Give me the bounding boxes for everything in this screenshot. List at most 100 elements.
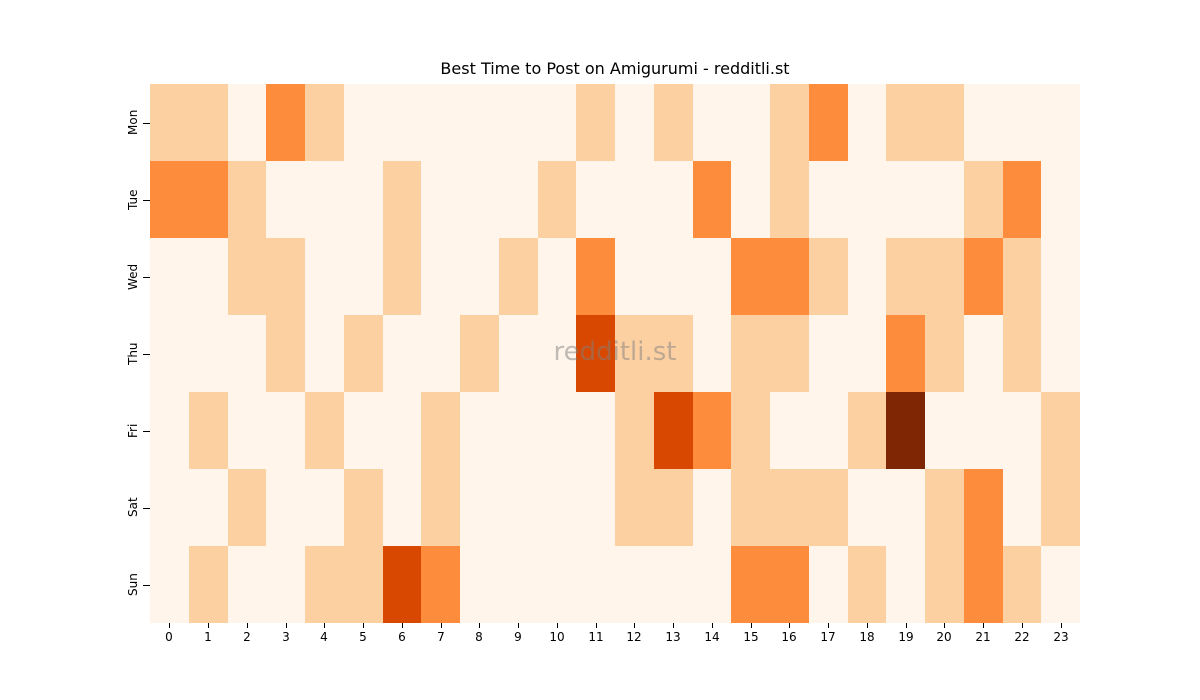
heatmap-cell [653,238,693,315]
heatmap-cell [886,469,925,546]
x-tick-label: 23 [1053,630,1069,644]
heatmap-cell [150,546,189,623]
x-tick-label: 13 [665,630,681,644]
heatmap-cell [498,161,538,238]
heatmap-cell [1002,392,1042,469]
heatmap-cell [382,392,422,469]
heatmap-cell [498,315,538,392]
x-tick-label: 19 [898,630,914,644]
y-tick-label: Sat [126,497,140,517]
heatmap-cell [576,84,615,161]
heatmap-cell [847,315,887,392]
x-tick-label: 1 [204,630,212,644]
heatmap-cell [731,546,770,623]
heatmap-cell [886,546,925,623]
heatmap-cell [576,546,615,623]
heatmap-cell [692,469,732,546]
heatmap-cell [847,469,887,546]
heatmap-cell [150,161,189,238]
heatmap-cell [227,161,267,238]
heatmap-cell [1002,315,1042,392]
heatmap-cell [847,392,887,469]
heatmap-cell [343,392,383,469]
heatmap-cell [576,469,615,546]
x-tick [1061,623,1062,628]
heatmap-cell [537,161,577,238]
heatmap-cell [576,392,615,469]
heatmap-cell [150,469,189,546]
x-tick [673,623,674,628]
heatmap-cell [382,546,422,623]
heatmap-cell [227,469,267,546]
heatmap-cell [1041,84,1080,161]
x-tick-label: 11 [588,630,604,644]
heatmap-cell [150,238,189,315]
heatmap-cell [692,392,732,469]
x-tick-label: 3 [282,630,290,644]
heatmap-cell [886,161,925,238]
y-tick-label: Tue [126,189,140,211]
heatmap-cell [1041,469,1080,546]
heatmap-cell [188,392,228,469]
x-tick [828,623,829,628]
heatmap-cell [537,315,577,392]
heatmap-cell [343,315,383,392]
x-tick [324,623,325,628]
heatmap-cell [925,392,964,469]
heatmap-cell [421,161,460,238]
heatmap-plot-area [150,84,1080,623]
y-tick-label: Thu [126,342,140,365]
heatmap-cell [343,469,383,546]
heatmap-cell [615,546,654,623]
heatmap-cell [460,238,499,315]
heatmap-cell [731,315,770,392]
heatmap-cell [653,84,693,161]
x-tick-label: 12 [626,630,642,644]
heatmap-cell [421,469,460,546]
heatmap-cell [460,469,499,546]
x-tick [983,623,984,628]
y-tick [143,585,150,586]
heatmap-cell [653,469,693,546]
x-tick-label: 22 [1014,630,1030,644]
heatmap-cell [576,315,615,392]
x-tick [751,623,752,628]
heatmap-cell [188,546,228,623]
heatmap-cell [188,315,228,392]
y-tick [143,277,150,278]
heatmap-cell [460,315,499,392]
heatmap-cell [963,392,1003,469]
x-tick-label: 14 [704,630,720,644]
heatmap-cell [886,238,925,315]
heatmap-cell [847,84,887,161]
x-tick [944,623,945,628]
heatmap-cell [266,315,305,392]
y-tick-label: Mon [126,109,140,135]
heatmap-cell [227,238,267,315]
heatmap-cell [847,161,887,238]
y-tick [143,123,150,124]
heatmap-cell [615,161,654,238]
y-tick-label: Sun [126,573,140,596]
heatmap-cell [576,238,615,315]
y-tick-label: Fri [126,423,140,438]
x-tick-label: 0 [165,630,173,644]
heatmap-cell [537,238,577,315]
heatmap-cell [1041,392,1080,469]
heatmap-cell [305,315,344,392]
heatmap-cell [460,546,499,623]
heatmap-cell [382,84,422,161]
heatmap-cell [266,238,305,315]
x-tick-label: 9 [514,630,522,644]
y-tick [143,354,150,355]
heatmap-cell [266,469,305,546]
x-tick-label: 8 [475,630,483,644]
chart-title: Best Time to Post on Amigurumi - redditl… [440,59,790,78]
y-tick-label: Wed [126,263,140,290]
heatmap-cell [1041,546,1080,623]
heatmap-cell [770,392,809,469]
heatmap-cell [615,238,654,315]
x-tick [518,623,519,628]
x-tick [1022,623,1023,628]
heatmap-cell [1002,469,1042,546]
